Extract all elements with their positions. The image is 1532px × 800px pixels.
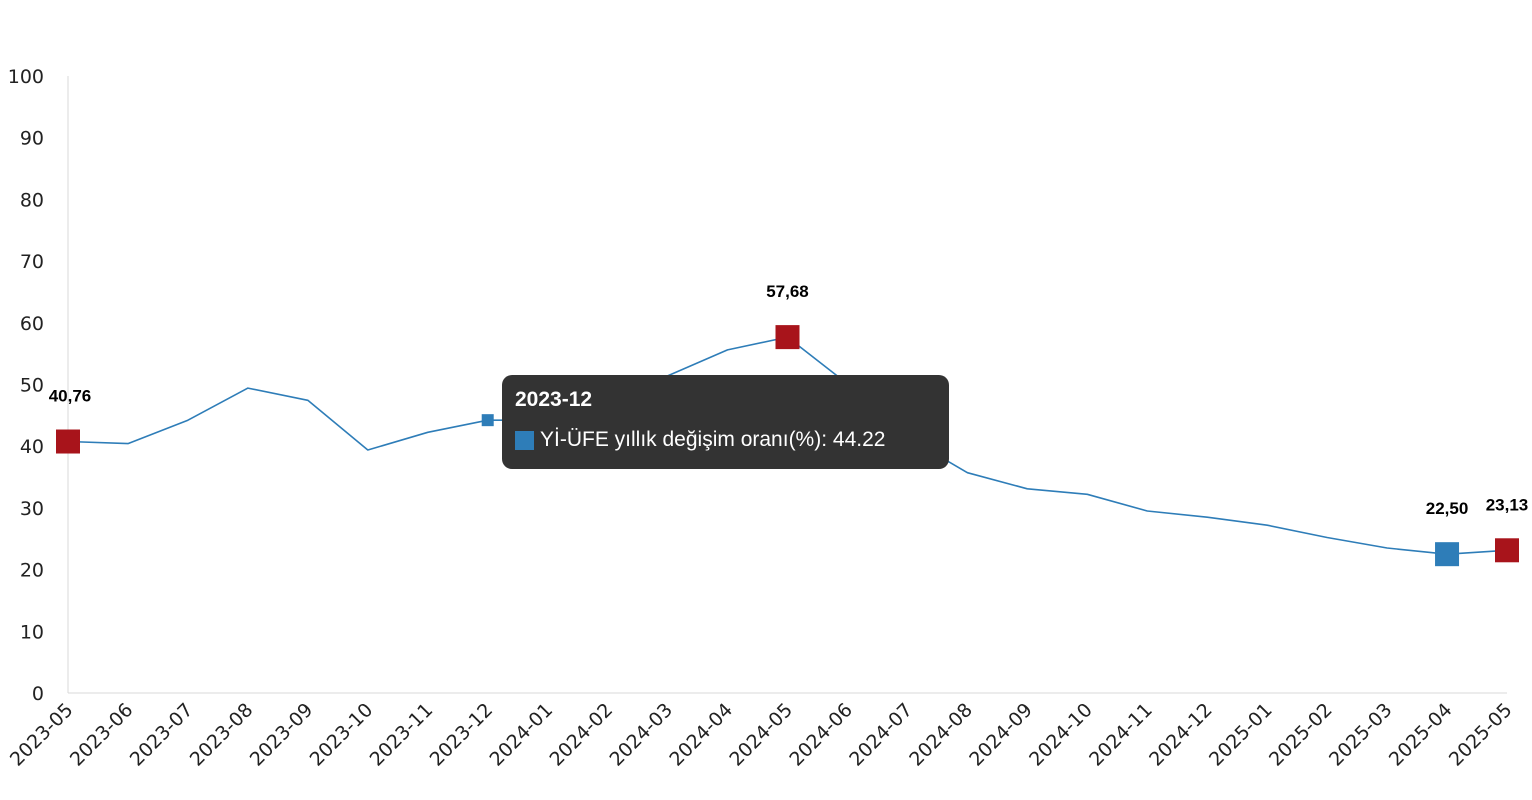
x-tick-label: 2024-11 [1085,699,1157,771]
y-tick-label: 100 [8,66,44,88]
data-label: 40,76 [49,387,92,406]
y-tick-label: 0 [32,683,44,705]
chart-tooltip: 2023-12 Yİ-ÜFE yıllık değişim oranı(%): … [502,375,949,469]
x-tick-label: 2024-08 [905,699,977,771]
tooltip-series-swatch [515,430,534,450]
x-tick-label: 2025-02 [1265,699,1337,771]
x-tick-label: 2025-05 [1445,699,1517,771]
x-tick-label: 2024-06 [785,699,857,771]
y-tick-label: 60 [20,313,44,335]
highlight-marker[interactable] [1435,542,1460,567]
x-tick-label: 2024-10 [1025,699,1097,771]
x-tick-label: 2025-01 [1205,699,1277,771]
x-tick-label: 2023-09 [246,699,318,771]
y-tick-label: 90 [20,128,44,150]
x-tick-label: 2024-07 [845,699,917,771]
y-axis: 0 10 20 30 40 50 60 70 80 90 100 [8,66,44,705]
y-tick-label: 30 [20,498,44,520]
highlight-marker[interactable] [1495,538,1519,563]
y-tick-label: 50 [20,375,44,397]
x-tick-label: 2024-03 [605,699,677,771]
tooltip-title: 2023-12 [515,388,593,411]
y-tick-label: 70 [20,251,44,273]
hovered-point-marker[interactable] [481,414,494,427]
x-tick-label: 2023-12 [426,699,498,771]
y-tick-label: 40 [20,436,44,458]
y-tick-label: 80 [20,189,44,211]
x-tick-label: 2023-06 [66,699,138,771]
x-tick-label: 2024-04 [665,699,737,771]
x-tick-label: 2023-08 [186,699,258,771]
x-tick-label: 2025-04 [1385,699,1457,771]
data-label: 22,50 [1426,499,1469,518]
x-tick-label: 2024-12 [1145,699,1217,771]
y-tick-label: 20 [20,560,44,582]
x-tick-label: 2024-05 [725,699,797,771]
tooltip-row: Yİ-ÜFE yıllık değişim oranı(%): 44.22 [515,427,936,453]
highlight-marker[interactable] [56,429,80,454]
data-label: 57,68 [766,282,809,301]
x-tick-label: 2024-02 [545,699,617,771]
tooltip-value-text: Yİ-ÜFE yıllık değişim oranı(%): 44.22 [540,428,886,451]
highlight-marker[interactable] [775,325,800,350]
marker-layer[interactable] [56,325,1519,567]
data-label: 23,13 [1486,495,1529,514]
x-tick-label: 2023-11 [366,699,438,771]
x-tick-label: 2024-09 [965,699,1037,771]
x-axis: 2023-052023-062023-072023-082023-092023-… [6,699,1517,771]
x-tick-label: 2024-01 [486,699,558,771]
x-tick-label: 2023-07 [126,699,198,771]
x-tick-label: 2023-05 [6,699,78,771]
data-label-layer: 40,76 57,68 22,50 23,13 [49,282,1529,518]
axes [67,76,1507,694]
x-tick-label: 2023-10 [306,699,378,771]
x-tick-label: 2025-03 [1325,699,1397,771]
y-tick-label: 10 [20,621,44,643]
